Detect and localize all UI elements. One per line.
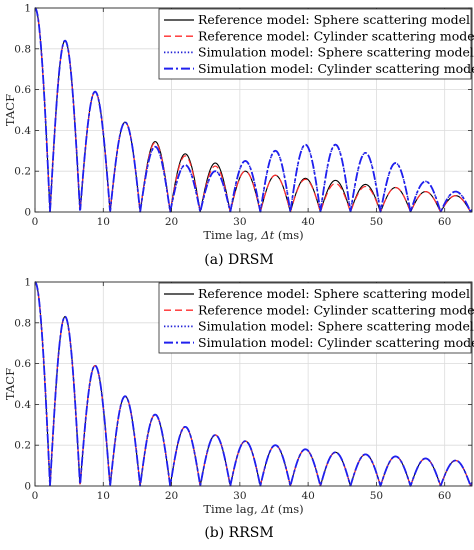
y-axis-label: TACF bbox=[3, 94, 17, 126]
x-tick-label: 50 bbox=[370, 490, 383, 502]
x-tick-label: 10 bbox=[97, 490, 110, 502]
series-group bbox=[34, 7, 473, 213]
x-tick-label: 20 bbox=[165, 216, 178, 228]
panel-caption-a: (a) DRSM bbox=[204, 252, 273, 268]
legend-box bbox=[158, 8, 472, 80]
legend-label-3: Simulation model: Sphere scattering mode… bbox=[198, 319, 474, 334]
legend: Reference model: Sphere scattering model… bbox=[158, 282, 474, 354]
y-tick-label: 0.8 bbox=[14, 43, 31, 55]
y-tick-label: 1 bbox=[24, 3, 31, 15]
panel-caption-b: (b) RRSM bbox=[204, 525, 273, 541]
legend-label-4: Simulation model: Cylinder scattering mo… bbox=[198, 335, 474, 350]
y-tick-label: 0 bbox=[24, 481, 31, 493]
series-group bbox=[34, 281, 473, 487]
series-line-4 bbox=[34, 7, 473, 213]
y-tick-label: 0 bbox=[24, 207, 31, 219]
chart-panel-a: 0 10 20 30 40 50 60 0 0.2 0.4 0.6 0.8 1 Time lag, Δt … bbox=[3, 3, 474, 243]
x-tick-label: 30 bbox=[233, 216, 246, 228]
axes-frame bbox=[34, 7, 473, 213]
y-tick-label: 0.2 bbox=[14, 440, 31, 452]
y-tick-label: 0.6 bbox=[14, 358, 31, 370]
x-axis-label: Time lag, Δt (ms) bbox=[203, 228, 303, 242]
legend-label-1: Reference model: Sphere scattering model bbox=[198, 286, 470, 301]
series-line-4 bbox=[34, 281, 473, 487]
x-tick-label: 60 bbox=[438, 216, 451, 228]
x-tick-label: 50 bbox=[370, 216, 383, 228]
x-tick-label: 10 bbox=[97, 216, 110, 228]
axes-frame bbox=[34, 281, 473, 487]
y-tick-label: 0.4 bbox=[14, 125, 31, 137]
y-tick-label: 0.8 bbox=[14, 317, 31, 329]
y-tick-label: 0.6 bbox=[14, 84, 31, 96]
legend-label-1: Reference model: Sphere scattering model bbox=[198, 12, 470, 27]
x-tick-label: 40 bbox=[301, 490, 314, 502]
legend: Reference model: Sphere scattering model… bbox=[158, 8, 474, 80]
x-tick-label: 0 bbox=[32, 490, 39, 502]
x-axis-label: Time lag, Δt (ms) bbox=[203, 502, 303, 516]
y-tick-label: 0.2 bbox=[14, 166, 31, 178]
x-tick-label: 30 bbox=[233, 490, 246, 502]
legend-label-3: Simulation model: Sphere scattering mode… bbox=[198, 45, 474, 60]
x-tick-label: 40 bbox=[301, 216, 314, 228]
x-tick-label: 0 bbox=[32, 216, 39, 228]
x-tick-label: 60 bbox=[438, 490, 451, 502]
legend-label-2: Reference model: Cylinder scattering mod… bbox=[198, 28, 474, 43]
y-axis-label: TACF bbox=[3, 368, 17, 400]
y-tick-label: 0.4 bbox=[14, 399, 31, 411]
legend-box bbox=[158, 282, 472, 354]
x-tick-label: 20 bbox=[165, 490, 178, 502]
legend-label-4: Simulation model: Cylinder scattering mo… bbox=[198, 61, 474, 76]
chart-panel-b: 0 10 20 30 40 50 60 0 0.2 0.4 0.6 0.8 1 Time lag, Δt … bbox=[3, 277, 474, 517]
legend-label-2: Reference model: Cylinder scattering mod… bbox=[198, 302, 474, 317]
series-line-2 bbox=[34, 281, 473, 487]
y-tick-label: 1 bbox=[24, 277, 31, 289]
